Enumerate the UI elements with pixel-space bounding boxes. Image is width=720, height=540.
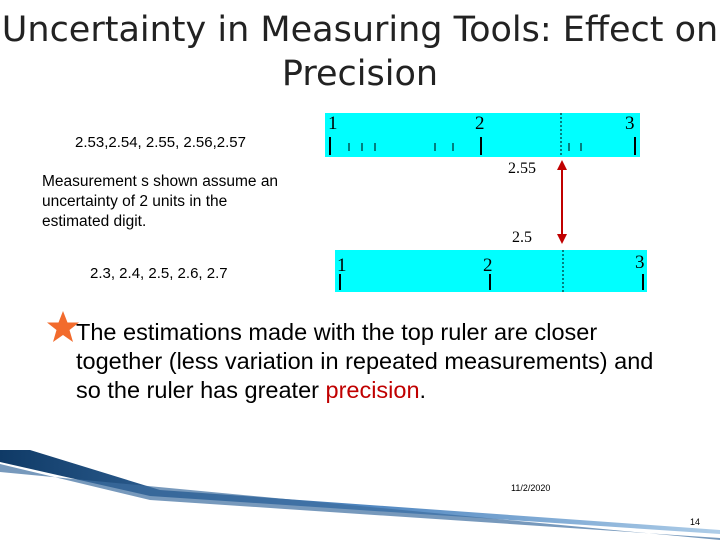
comparison-arrow-icon [557,160,567,244]
conclusion-text: The estimations made with the top ruler … [76,318,656,405]
top-ruler-values: 2.53,2.54, 2.55, 2.56,2.57 [75,134,246,151]
conclusion-body: The estimations made with the top ruler … [76,319,654,403]
top-ruler-label-2: 2 [475,113,485,134]
top-ruler-label-1: 1 [328,113,338,134]
decorative-stripe [0,450,720,540]
top-ruler-ticks [329,113,636,157]
bottom-ruler-label-1: 1 [337,255,347,276]
top-ruler-reading: 2.55 [508,160,536,177]
slide-date: 11/2/2020 [511,483,551,493]
bottom-ruler-label-3: 3 [635,252,645,273]
uncertainty-note: Measurement s shown assume an uncertaint… [42,173,279,230]
bottom-ruler-label-2: 2 [483,255,493,276]
slide-title: Uncertainty in Measuring Tools: Effect o… [0,8,720,96]
title-text: Uncertainty in Measuring Tools: Effect o… [1,10,719,94]
top-ruler: 1 2 3 [325,113,640,157]
conclusion-emphasis: precision [325,377,420,403]
conclusion-period: . [419,377,427,403]
bottom-ruler-ticks [339,250,644,292]
star-bullet-icon [47,311,79,342]
bottom-ruler-reading: 2.5 [512,229,532,246]
top-ruler-label-3: 3 [625,113,635,134]
bottom-ruler: 1 2 3 [335,250,647,292]
page-number: 14 [690,517,701,527]
bottom-ruler-values: 2.3, 2.4, 2.5, 2.6, 2.7 [90,265,228,282]
